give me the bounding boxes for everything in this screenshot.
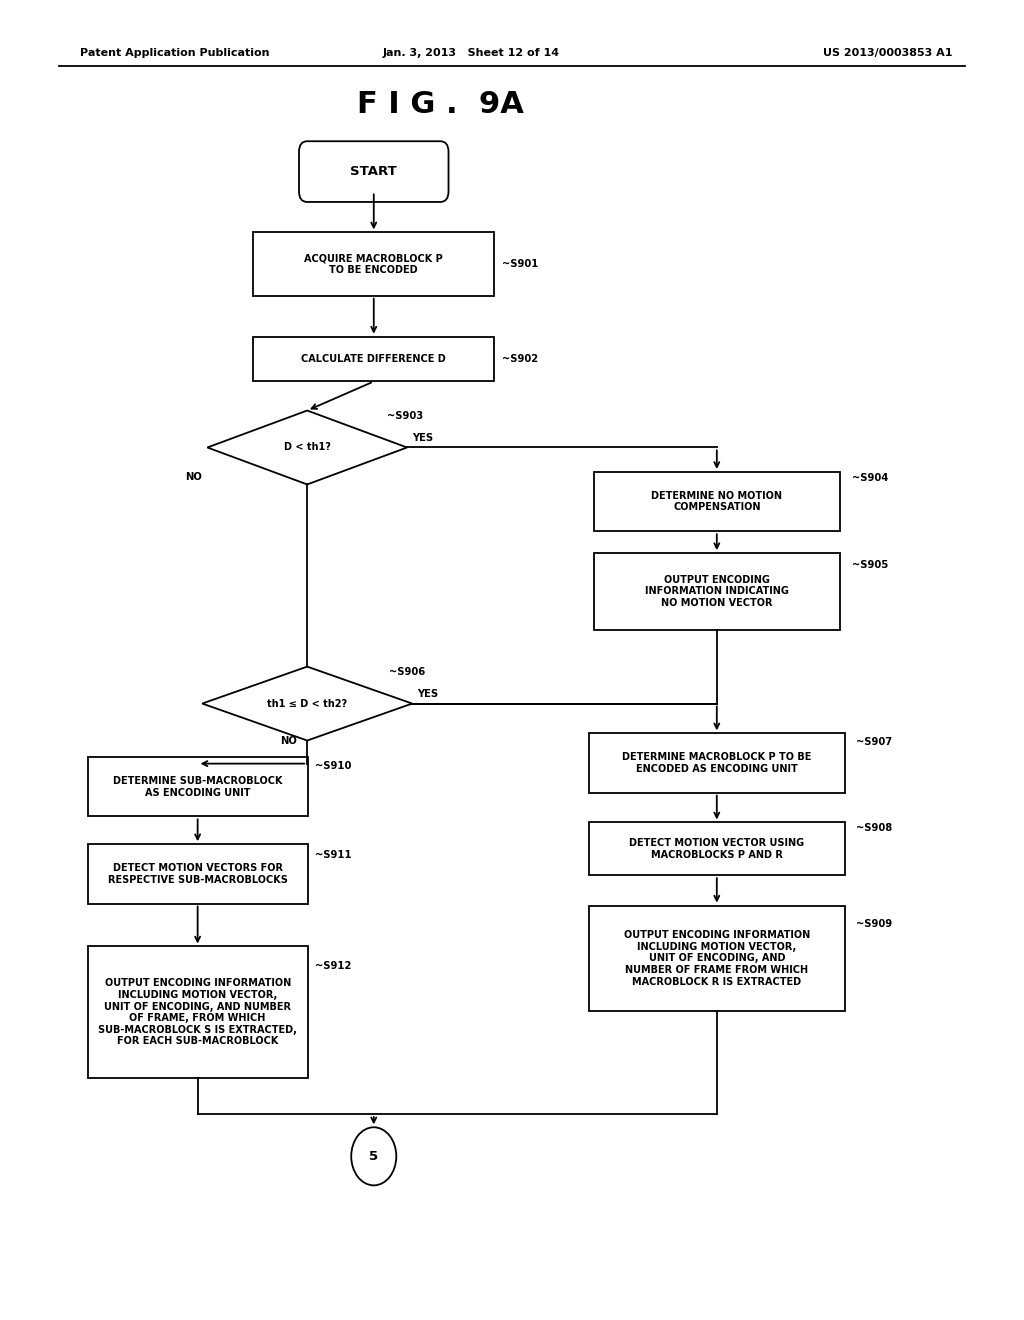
Text: DETERMINE NO MOTION
COMPENSATION: DETERMINE NO MOTION COMPENSATION	[651, 491, 782, 512]
Text: th1 ≤ D < th2?: th1 ≤ D < th2?	[267, 698, 347, 709]
Text: ~S901: ~S901	[502, 259, 539, 269]
Text: CALCULATE DIFFERENCE D: CALCULATE DIFFERENCE D	[301, 354, 446, 364]
Text: ~S902: ~S902	[502, 354, 538, 364]
Polygon shape	[207, 411, 407, 484]
Text: OUTPUT ENCODING INFORMATION
INCLUDING MOTION VECTOR,
UNIT OF ENCODING, AND NUMBE: OUTPUT ENCODING INFORMATION INCLUDING MO…	[98, 978, 297, 1047]
Text: OUTPUT ENCODING
INFORMATION INDICATING
NO MOTION VECTOR: OUTPUT ENCODING INFORMATION INDICATING N…	[645, 574, 788, 609]
Bar	[589, 822, 845, 875]
Text: ACQUIRE MACROBLOCK P
TO BE ENCODED: ACQUIRE MACROBLOCK P TO BE ENCODED	[304, 253, 443, 275]
Text: F I G .  9A: F I G . 9A	[357, 90, 523, 119]
Text: ~S912: ~S912	[315, 961, 352, 972]
Text: DETERMINE MACROBLOCK P TO BE
ENCODED AS ENCODING UNIT: DETERMINE MACROBLOCK P TO BE ENCODED AS …	[623, 752, 811, 774]
Text: YES: YES	[412, 433, 433, 444]
Bar	[589, 906, 845, 1011]
Text: ~S908: ~S908	[856, 822, 892, 833]
Bar	[254, 337, 494, 381]
Text: US 2013/0003853 A1: US 2013/0003853 A1	[823, 48, 952, 58]
Bar	[88, 946, 307, 1078]
Text: ~S910: ~S910	[315, 760, 352, 771]
Text: 5: 5	[370, 1150, 378, 1163]
Bar	[254, 232, 494, 296]
Text: YES: YES	[418, 689, 438, 700]
Polygon shape	[203, 667, 412, 741]
Text: START: START	[350, 165, 397, 178]
Text: Jan. 3, 2013   Sheet 12 of 14: Jan. 3, 2013 Sheet 12 of 14	[383, 48, 559, 58]
Bar	[88, 758, 307, 816]
Text: ~S904: ~S904	[852, 473, 889, 483]
Bar	[594, 553, 840, 630]
Text: DETECT MOTION VECTORS FOR
RESPECTIVE SUB-MACROBLOCKS: DETECT MOTION VECTORS FOR RESPECTIVE SUB…	[108, 863, 288, 884]
Text: ~S909: ~S909	[856, 919, 892, 929]
Text: ~S911: ~S911	[315, 850, 352, 861]
Text: DETECT MOTION VECTOR USING
MACROBLOCKS P AND R: DETECT MOTION VECTOR USING MACROBLOCKS P…	[629, 838, 805, 859]
Text: ~S905: ~S905	[852, 560, 888, 570]
Text: ~S906: ~S906	[389, 667, 425, 677]
FancyBboxPatch shape	[299, 141, 449, 202]
Text: ~S907: ~S907	[856, 737, 892, 747]
Text: OUTPUT ENCODING INFORMATION
INCLUDING MOTION VECTOR,
UNIT OF ENCODING, AND
NUMBE: OUTPUT ENCODING INFORMATION INCLUDING MO…	[624, 931, 810, 986]
Text: NO: NO	[185, 471, 202, 482]
Bar	[589, 734, 845, 792]
Text: Patent Application Publication: Patent Application Publication	[80, 48, 269, 58]
Text: ~S903: ~S903	[387, 411, 423, 421]
Bar	[594, 471, 840, 531]
Text: D < th1?: D < th1?	[284, 442, 331, 453]
Bar	[88, 845, 307, 903]
Text: NO: NO	[281, 735, 297, 746]
Text: DETERMINE SUB-MACROBLOCK
AS ENCODING UNIT: DETERMINE SUB-MACROBLOCK AS ENCODING UNI…	[113, 776, 283, 797]
